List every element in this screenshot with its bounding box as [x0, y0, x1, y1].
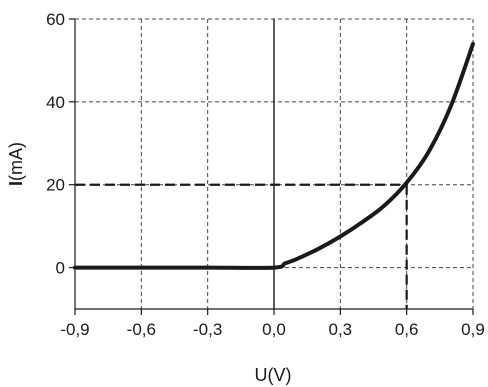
y-tick-label: 20 [46, 176, 65, 195]
x-tick-label: 0,0 [262, 320, 286, 339]
x-tick-label: -0,3 [193, 320, 222, 339]
x-tick-label: -0,6 [127, 320, 156, 339]
y-axis-label: I(mA) [6, 142, 26, 186]
x-tick-label: -0,9 [60, 320, 89, 339]
x-axis-label: U(V) [255, 365, 292, 385]
y-tick-label: 60 [46, 10, 65, 29]
x-tick-label: 0,3 [329, 320, 353, 339]
guide-lines [75, 183, 408, 309]
y-axis-label-unit: (mA) [6, 142, 26, 181]
y-tick-label: 40 [46, 93, 65, 112]
x-tick-label: 0,6 [395, 320, 419, 339]
y-axis-label-symbol: I [6, 181, 26, 186]
x-tick-label: 0,9 [461, 320, 485, 339]
y-tick-label: 0 [56, 259, 65, 278]
iv-curve [73, 41, 475, 270]
axes [69, 18, 474, 315]
series [73, 41, 475, 270]
tick-labels: 0 20 40 60 -0,9 -0,6 -0,3 0,0 0,3 0,6 0,9 [46, 10, 485, 339]
